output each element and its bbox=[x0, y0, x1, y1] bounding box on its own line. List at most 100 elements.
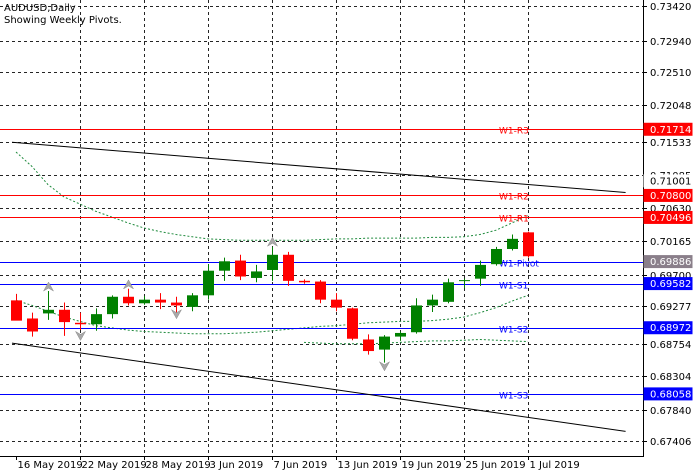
candle-body bbox=[507, 238, 518, 249]
candle-body bbox=[27, 318, 38, 332]
price-tag-box bbox=[643, 174, 693, 188]
candle bbox=[283, 251, 294, 286]
candle bbox=[59, 302, 70, 336]
pivot-label: W1-S3 bbox=[499, 392, 528, 402]
candle bbox=[523, 231, 534, 258]
candle bbox=[123, 288, 134, 306]
upper-band-line bbox=[15, 151, 529, 241]
candle bbox=[363, 334, 374, 355]
candle-body bbox=[203, 270, 214, 296]
price-tag-box bbox=[643, 321, 693, 335]
candle bbox=[11, 293, 22, 321]
x-tick-label: 1 Jul 2019 bbox=[530, 460, 580, 471]
candle bbox=[139, 296, 150, 305]
x-tick-label: 19 Jun 2019 bbox=[402, 460, 462, 471]
candle-body bbox=[443, 282, 454, 302]
price-tag-label: 0.70496 bbox=[650, 213, 691, 224]
fractal-layer bbox=[42, 236, 391, 372]
price-tag: 0.69886 bbox=[643, 255, 693, 269]
candle-body bbox=[123, 296, 134, 304]
price-tag-box bbox=[643, 122, 693, 136]
trendline bbox=[11, 342, 626, 432]
price-tag: 0.68058 bbox=[643, 387, 693, 401]
candle bbox=[155, 293, 166, 310]
pivot-label: W1-R1 bbox=[499, 215, 529, 225]
price-tag-box bbox=[643, 277, 693, 291]
candle-body bbox=[251, 271, 262, 278]
candle-body bbox=[299, 280, 310, 283]
candle-body bbox=[91, 314, 102, 325]
candle-body bbox=[459, 280, 470, 282]
candle bbox=[203, 264, 214, 300]
candle-body bbox=[187, 295, 198, 307]
y-tick-label: 0.67840 bbox=[650, 406, 691, 417]
candle bbox=[475, 260, 486, 286]
candle bbox=[379, 335, 390, 363]
y-tick-label: 0.71533 bbox=[650, 138, 691, 149]
price-tag-box bbox=[643, 188, 693, 202]
price-tag-label: 0.69886 bbox=[650, 257, 691, 268]
x-tick-label: 7 Jun 2019 bbox=[274, 460, 328, 471]
candle bbox=[459, 278, 470, 289]
x-tick-label: 22 May 2019 bbox=[82, 460, 147, 471]
candle bbox=[171, 296, 182, 313]
price-tag-label: 0.71714 bbox=[650, 125, 691, 136]
candle-body bbox=[363, 339, 374, 352]
candle-body bbox=[395, 332, 406, 337]
candle-body bbox=[235, 260, 246, 277]
price-tag-label: 0.68058 bbox=[650, 389, 691, 400]
price-tag: 0.68972 bbox=[643, 321, 693, 335]
pivot-label: W1-R2 bbox=[499, 193, 529, 203]
candle-body bbox=[427, 299, 438, 306]
candle-body bbox=[219, 261, 230, 271]
candle bbox=[251, 264, 262, 283]
candle-body bbox=[267, 254, 278, 270]
fractal-up-arrow bbox=[266, 236, 279, 247]
x-tick-label: 16 May 2019 bbox=[18, 460, 83, 471]
fractal-up-arrow bbox=[122, 279, 135, 290]
candle bbox=[75, 312, 86, 331]
lower-band-line bbox=[15, 294, 529, 335]
fractal-down-arrow bbox=[170, 308, 183, 320]
fractal-up-arrow bbox=[42, 281, 55, 292]
pivot-label: W1-S1 bbox=[499, 282, 528, 292]
y-tick-label: 0.69700 bbox=[650, 271, 691, 282]
candle-body bbox=[107, 296, 118, 315]
trendline bbox=[11, 141, 626, 194]
y-tick-label: 0.72940 bbox=[650, 37, 691, 48]
price-tag: 0.69582 bbox=[643, 277, 693, 291]
candle bbox=[107, 295, 118, 319]
candle bbox=[315, 280, 326, 304]
candle bbox=[331, 293, 342, 312]
price-tag-label: 0.70800 bbox=[650, 191, 691, 202]
pivot-label: W1-Pivot bbox=[499, 260, 539, 270]
chart-symbol-title: AUDUSD,Daily bbox=[4, 3, 76, 14]
candle-body bbox=[155, 299, 166, 303]
x-tick-label: 25 Jun 2019 bbox=[466, 460, 526, 471]
y-tick-label: 0.68754 bbox=[650, 340, 691, 351]
lower-band-tail-line bbox=[303, 338, 529, 345]
price-tag-box bbox=[643, 210, 693, 224]
y-tick-label: 0.70165 bbox=[650, 237, 691, 248]
y-tick-label: 0.73420 bbox=[650, 2, 691, 13]
candle-body bbox=[523, 232, 534, 257]
pivot-label: W1-R3 bbox=[499, 127, 529, 137]
candle-body bbox=[43, 309, 54, 314]
price-tag: 0.71714 bbox=[643, 122, 693, 136]
x-tick-label: 3 Jun 2019 bbox=[210, 460, 264, 471]
candle-body bbox=[139, 299, 150, 304]
candle-body bbox=[491, 248, 502, 265]
candle-body bbox=[331, 299, 342, 308]
candle bbox=[299, 279, 310, 284]
candle bbox=[219, 257, 230, 281]
price-tag-box bbox=[643, 255, 693, 269]
candle-body bbox=[411, 305, 422, 333]
candle bbox=[235, 254, 246, 281]
candle bbox=[507, 234, 518, 251]
candle-body bbox=[379, 336, 390, 350]
price-tag: 0.70800 bbox=[643, 188, 693, 202]
axes-layer bbox=[0, 0, 644, 457]
candle bbox=[347, 307, 358, 341]
